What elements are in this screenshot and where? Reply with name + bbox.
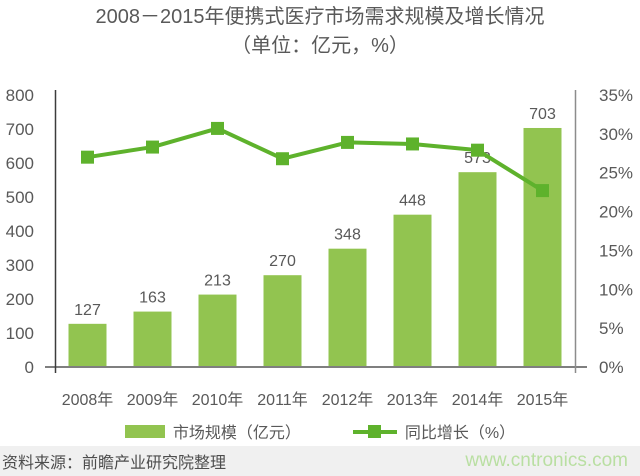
bar — [393, 214, 432, 367]
bar-value-label: 213 — [204, 273, 231, 290]
right-axis-tick-label: 20% — [599, 203, 633, 222]
left-axis-tick-label: 400 — [6, 222, 34, 241]
right-axis-tick-label: 35% — [599, 86, 633, 105]
left-axis-tick-label: 600 — [6, 154, 34, 173]
chart-title-block: 2008－2015年便携式医疗市场需求规模及增长情况 （单位：亿元，%） — [0, 3, 640, 61]
x-axis-category-label: 2012年 — [322, 391, 374, 409]
x-axis-category-label: 2009年 — [127, 391, 179, 409]
line-marker — [276, 152, 289, 166]
left-axis-tick-label: 500 — [6, 188, 34, 207]
bar-value-label: 127 — [74, 302, 101, 319]
right-axis-tick-label: 30% — [599, 125, 633, 144]
left-axis-tick-label: 300 — [6, 256, 34, 275]
bar — [328, 248, 367, 367]
bar-value-label: 270 — [269, 253, 296, 270]
chart-subtitle: （单位：亿元，%） — [231, 35, 409, 57]
x-axis-category-label: 2010年 — [192, 391, 244, 409]
watermark-text: www.cntronics.com — [465, 450, 628, 471]
line-marker — [81, 150, 94, 164]
line-marker — [211, 121, 224, 135]
bar — [523, 127, 562, 367]
left-axis-tick-label: 800 — [6, 86, 34, 105]
x-axis-category-label: 2011年 — [257, 391, 307, 409]
bar — [263, 275, 302, 367]
x-axis-category-label: 2008年 — [62, 391, 114, 409]
bar — [68, 323, 107, 367]
left-axis-tick-label: 200 — [6, 290, 34, 309]
right-axis-tick-label: 25% — [599, 164, 633, 183]
line-swatch-marker — [367, 424, 381, 438]
right-axis-tick-label: 5% — [599, 319, 624, 338]
legend-label-market-size: 市场规模（亿元） — [172, 425, 301, 442]
legend-label-growth: 同比增长（%） — [404, 425, 516, 442]
bar-value-label: 448 — [399, 193, 426, 210]
chart-title: 2008－2015年便携式医疗市场需求规模及增长情况 — [95, 6, 545, 28]
bar — [133, 311, 172, 367]
line-series-swatch-icon — [352, 424, 397, 438]
bar — [458, 172, 497, 367]
data-source-text: 资料来源：前瞻产业研究院整理 — [2, 455, 227, 472]
bar — [198, 294, 237, 367]
left-axis-tick-label: 100 — [6, 324, 34, 343]
line-marker — [471, 143, 484, 157]
x-axis-category-label: 2015年 — [517, 391, 569, 409]
growth-line — [85, 126, 545, 193]
footer-strip: 资料来源：前瞻产业研究院整理 www.cntronics.com — [0, 446, 640, 476]
x-axis-category-label: 2013年 — [387, 391, 439, 409]
bar-value-label: 348 — [334, 227, 361, 244]
x-axis-category-label: 2014年 — [452, 391, 504, 409]
bar-value-label: 703 — [529, 106, 556, 123]
left-axis-tick-label: 700 — [6, 120, 34, 139]
legend-item-growth: 同比增长（%） — [352, 419, 516, 443]
right-axis-tick-label: 0% — [599, 358, 624, 377]
legend-item-market-size: 市场规模（亿元） — [124, 419, 301, 443]
right-axis-tick-label: 15% — [599, 241, 633, 260]
line-marker — [406, 137, 419, 151]
bar-series-swatch-icon — [124, 424, 165, 438]
right-axis-tick-label: 10% — [599, 280, 633, 299]
left-axis-tick-label: 0 — [25, 358, 34, 377]
line-marker — [146, 140, 159, 154]
line-marker — [341, 135, 354, 149]
line-marker — [536, 184, 549, 198]
bar-value-label: 163 — [139, 290, 166, 307]
legend: 市场规模（亿元） 同比增长（%） — [0, 419, 640, 443]
